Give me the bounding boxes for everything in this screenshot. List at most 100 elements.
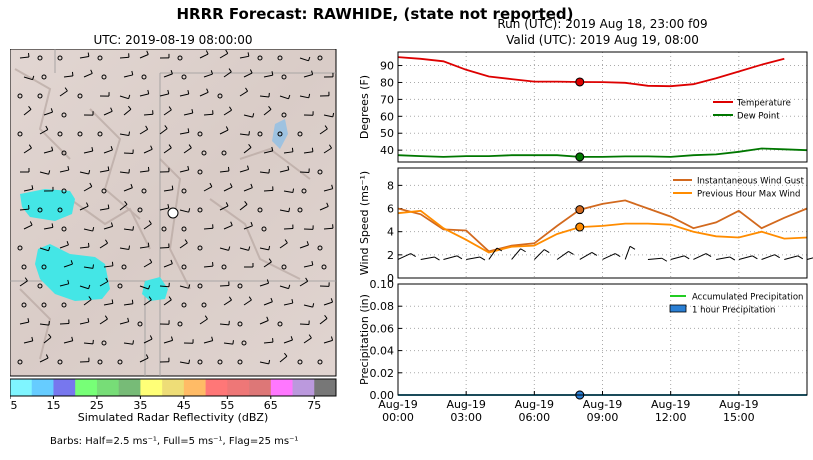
wind-barb xyxy=(738,255,758,260)
calm-wind-marker xyxy=(181,226,187,232)
wind-barb xyxy=(83,182,93,192)
wind-barb xyxy=(239,87,249,97)
wind-barb xyxy=(239,200,248,211)
wind-barb xyxy=(203,70,213,78)
calm-wind-marker xyxy=(281,264,287,270)
wind-barb xyxy=(163,144,172,154)
calm-wind-marker xyxy=(221,264,227,270)
wind-barbs-layer xyxy=(17,49,335,365)
map-title: UTC: 2019-08-19 08:00:00 xyxy=(93,33,253,47)
wind-barb xyxy=(23,75,35,81)
wind-barb xyxy=(323,144,332,154)
calm-wind-marker xyxy=(101,340,107,346)
colorbar-cell xyxy=(270,379,293,396)
wind-barb xyxy=(79,357,90,363)
plot-frame xyxy=(397,167,808,279)
valid-label: Valid (UTC): 2019 Aug 19, 08:00 xyxy=(506,33,699,47)
wind-barb xyxy=(183,109,194,116)
wind-barb xyxy=(239,246,251,251)
x-tick-label: 06:00 xyxy=(518,411,550,424)
wind-barb xyxy=(647,257,668,262)
y-axis-label: Wind Speed (ms⁻¹) xyxy=(358,171,371,275)
wind-barb xyxy=(219,281,230,287)
wind-barb xyxy=(279,239,288,249)
wind-barb xyxy=(283,299,294,306)
wind-barb xyxy=(466,256,486,261)
y-tick-label: 0.08 xyxy=(370,300,395,313)
colorbar-cell xyxy=(96,379,119,396)
wind-barb xyxy=(283,224,294,230)
wind-barb xyxy=(179,239,188,249)
wind-barb xyxy=(163,106,172,116)
chart-panel-1: 40 50 60 70 80 90 Degrees (F) Temperature Dew Po… xyxy=(358,51,808,163)
x-tick-label: Aug-19 xyxy=(719,398,758,411)
calm-wind-marker xyxy=(197,283,203,289)
wind-barb xyxy=(397,253,416,260)
wind-barb xyxy=(43,108,54,116)
wind-barb xyxy=(279,352,288,363)
plot-frame xyxy=(397,51,808,163)
wind-barb xyxy=(263,338,274,344)
wind-barb xyxy=(420,256,440,261)
calm-wind-marker xyxy=(297,359,303,365)
calm-wind-marker xyxy=(257,131,263,137)
colorbar-cell xyxy=(314,379,337,396)
calm-wind-marker xyxy=(221,150,227,156)
wind-barb xyxy=(579,252,598,260)
wind-barb xyxy=(223,296,232,306)
wind-barb xyxy=(143,296,152,306)
wind-barb xyxy=(693,253,712,260)
wind-barb xyxy=(139,89,150,97)
wind-barb xyxy=(243,221,253,230)
wind-barb xyxy=(119,94,131,100)
y-tick-label: 90 xyxy=(380,60,394,73)
calm-wind-marker xyxy=(317,169,323,175)
wind-barb xyxy=(219,320,230,326)
wind-barb xyxy=(263,105,272,116)
wind-barb xyxy=(299,277,309,287)
wind-barb xyxy=(219,126,229,135)
wind-barb xyxy=(299,241,309,249)
series-line-2 xyxy=(397,209,808,254)
colorbar-cell xyxy=(183,379,206,396)
legend-label: Temperature xyxy=(736,99,791,109)
legend-label: 1 hour Precipitation xyxy=(692,306,775,316)
wind-barb xyxy=(203,262,214,268)
calm-wind-marker xyxy=(281,112,287,118)
calm-wind-marker xyxy=(37,207,43,213)
calm-wind-marker xyxy=(197,131,203,137)
wind-barb xyxy=(159,320,170,325)
wind-barb xyxy=(59,319,70,325)
wind-barb xyxy=(199,315,208,325)
x-tick-label: Aug-19 xyxy=(651,398,690,411)
calm-wind-marker xyxy=(117,359,123,365)
wind-barb xyxy=(139,125,149,135)
calm-wind-marker xyxy=(37,283,43,289)
calm-wind-marker xyxy=(237,321,243,327)
calm-wind-marker xyxy=(77,131,83,137)
wind-barb xyxy=(259,359,271,365)
wind-barb xyxy=(179,89,190,97)
wind-barb xyxy=(139,50,149,59)
wind-barb xyxy=(283,188,295,194)
wind-barb xyxy=(99,239,109,249)
calm-wind-marker xyxy=(281,74,287,80)
wind-barb xyxy=(159,53,170,59)
wind-barb xyxy=(123,226,134,231)
series-line-1 xyxy=(397,199,808,253)
wind-barb xyxy=(239,131,250,136)
calm-wind-marker xyxy=(101,74,107,80)
calm-wind-marker xyxy=(317,245,323,251)
wind-barb xyxy=(43,223,54,230)
wind-barb xyxy=(533,249,550,260)
wind-barb xyxy=(123,299,134,306)
wind-barb xyxy=(299,320,310,326)
calm-wind-marker xyxy=(197,207,203,213)
wind-barb xyxy=(323,224,334,230)
x-tick-label: 03:00 xyxy=(450,411,482,424)
wind-barb xyxy=(303,334,312,344)
y-tick-label: 4 xyxy=(387,226,394,239)
wind-barb xyxy=(19,318,30,325)
y-axis-label: Degrees (F) xyxy=(358,75,371,139)
wind-barb xyxy=(19,167,30,173)
